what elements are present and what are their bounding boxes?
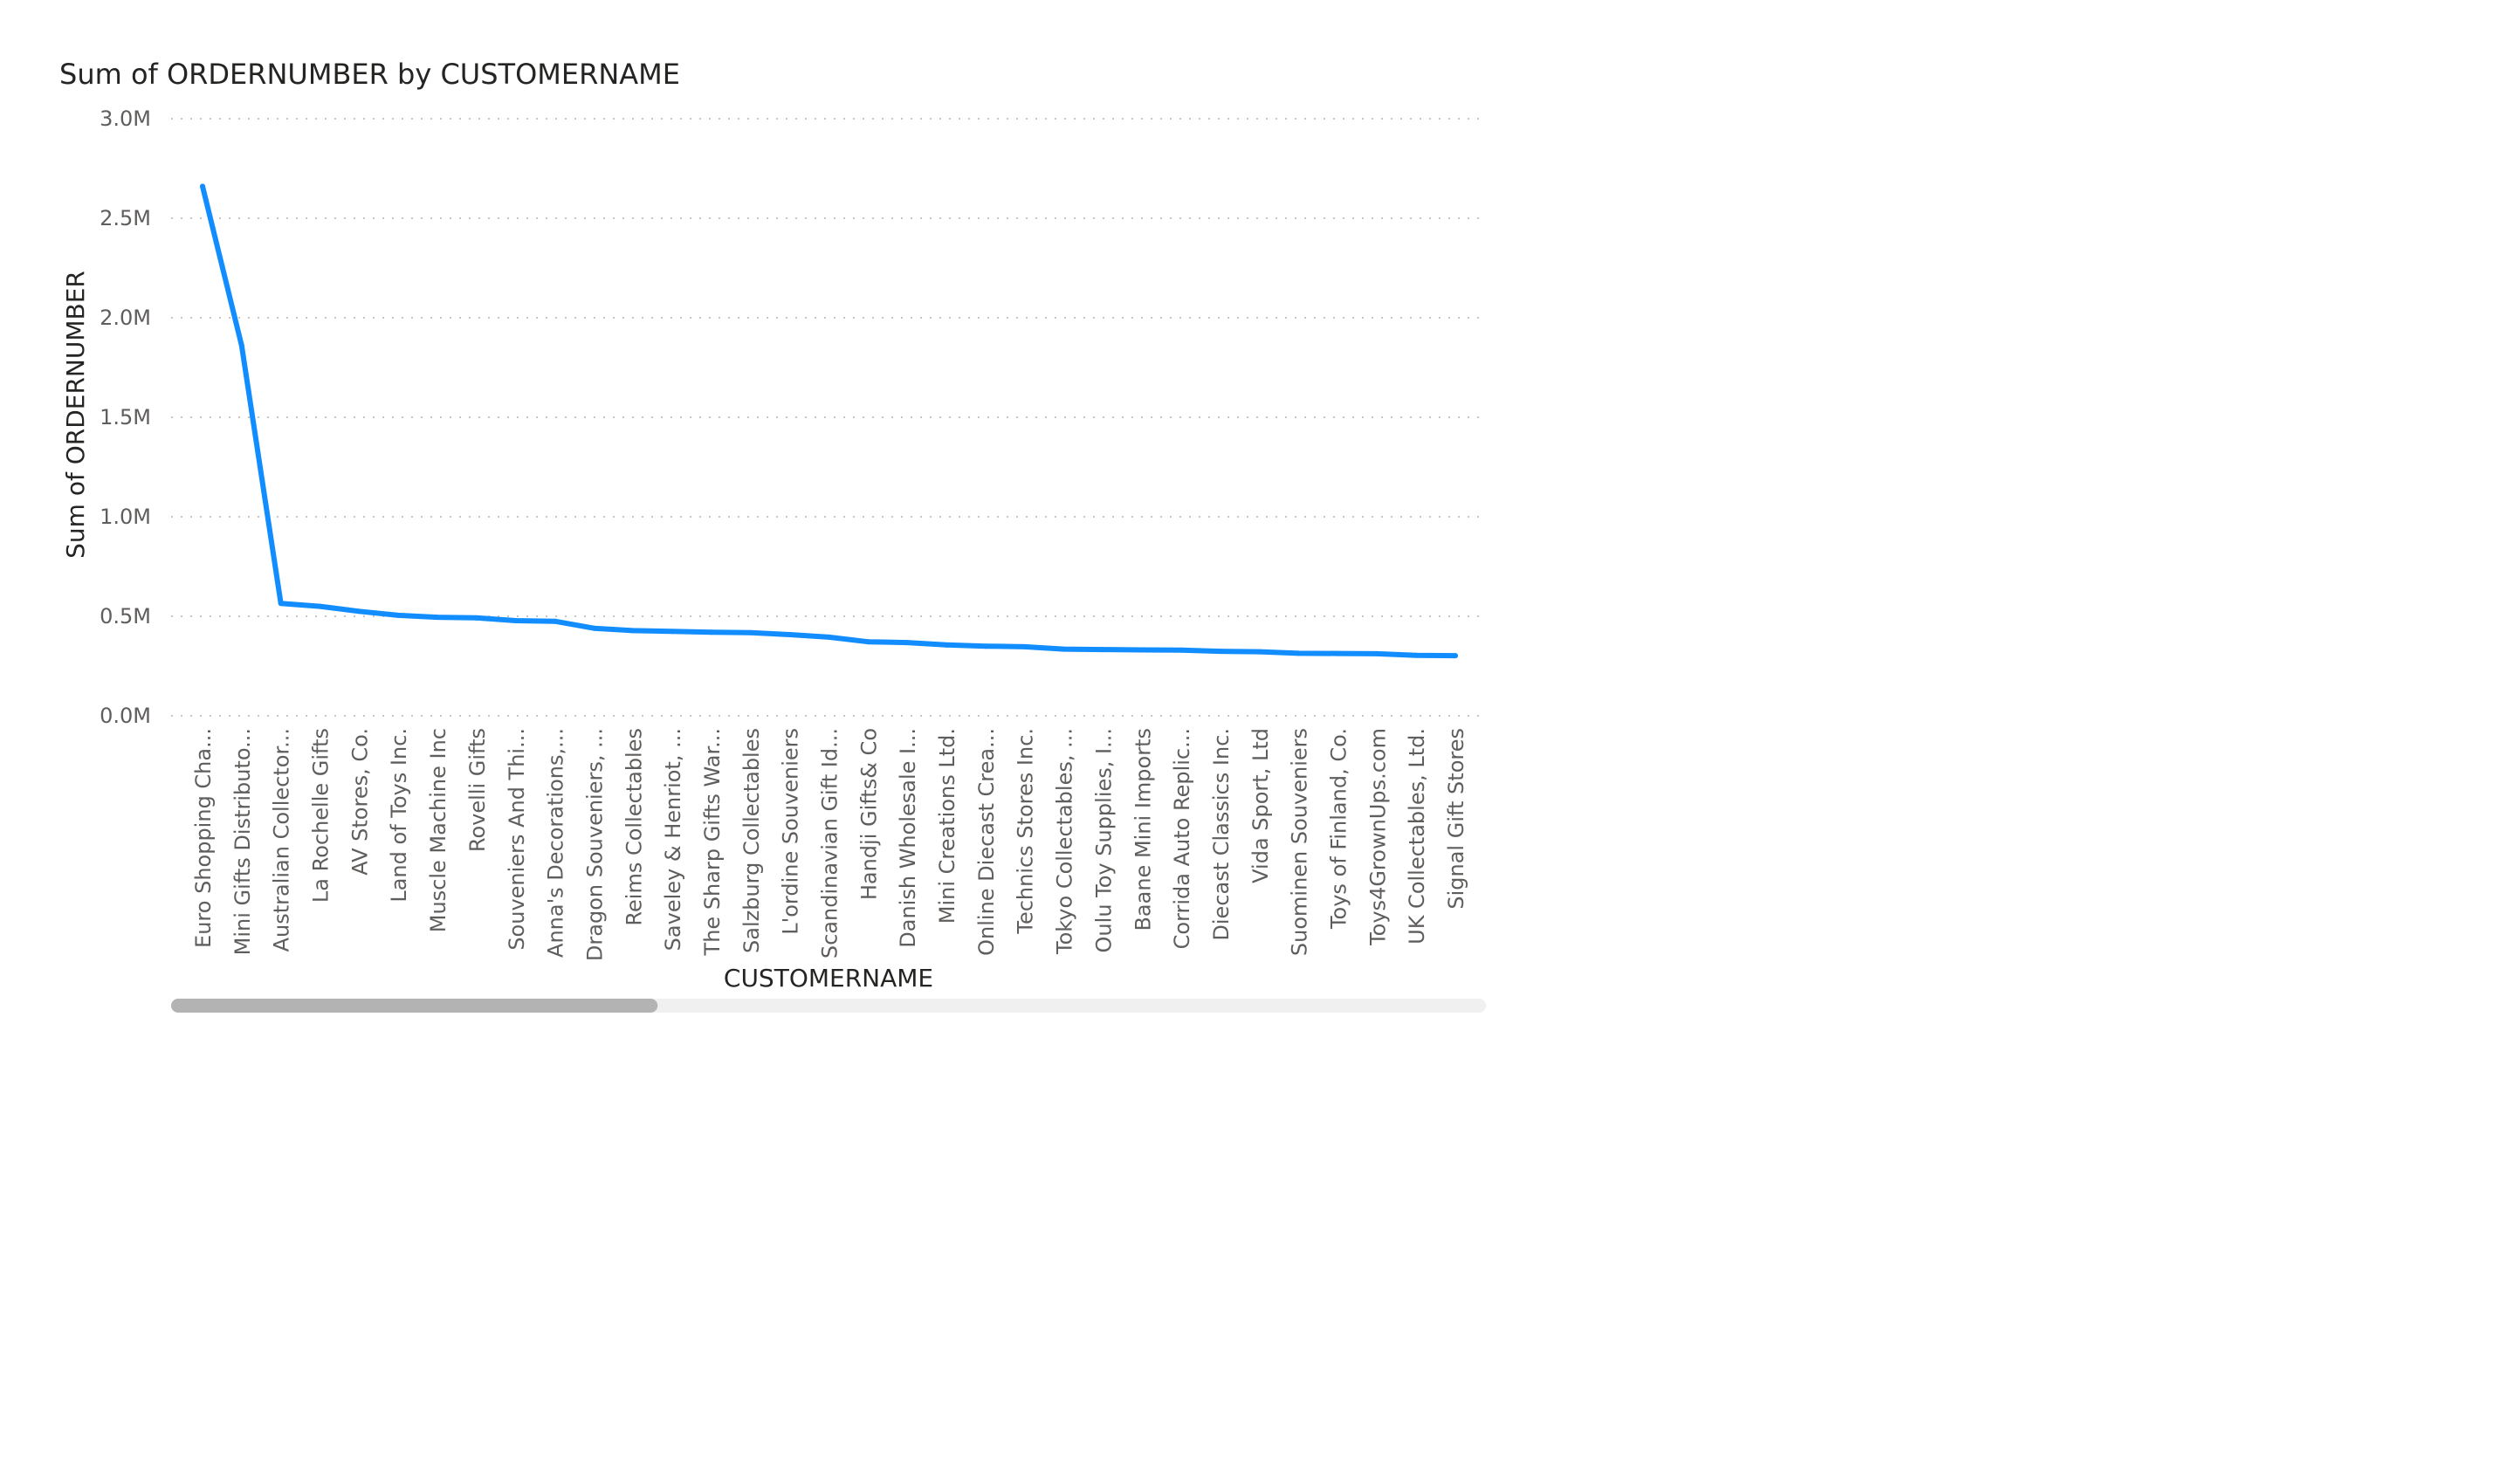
data-point[interactable] xyxy=(826,634,832,640)
x-tick-label: Baane Mini Imports xyxy=(1131,728,1155,931)
x-tick-label: Danish Wholesale I... xyxy=(896,728,920,948)
x-tick-label: Suominen Souveniers xyxy=(1288,728,1312,956)
data-point[interactable] xyxy=(1139,647,1145,653)
data-point[interactable] xyxy=(1335,650,1341,656)
x-tick-label: La Rochelle Gifts xyxy=(309,728,334,903)
x-tick-label: L'ordine Souveniers xyxy=(779,728,803,935)
data-point[interactable] xyxy=(708,629,714,636)
data-point[interactable] xyxy=(1413,652,1420,658)
data-point[interactable] xyxy=(278,601,284,607)
x-tick-label: Vida Sport, Ltd xyxy=(1248,728,1273,883)
y-tick-label: 2.5M xyxy=(100,206,151,230)
x-tick-label: Toys of Finland, Co. xyxy=(1326,728,1351,930)
x-tick-label: The Sharp Gifts War... xyxy=(700,728,725,956)
data-point[interactable] xyxy=(200,183,205,189)
y-axis-ticks: 0.0M 0.5M 1.0M 1.5M 2.0M 2.5M 3.0M xyxy=(100,106,151,728)
series-layer xyxy=(200,183,1458,659)
y-axis-title: Sum of ORDERNUMBER xyxy=(61,271,90,559)
x-tick-label: Reims Collectables xyxy=(622,728,646,926)
y-tick-label: 1.0M xyxy=(100,505,151,529)
data-point[interactable] xyxy=(1256,649,1262,655)
data-point[interactable] xyxy=(865,639,871,645)
x-tick-label: Diecast Classics Inc. xyxy=(1209,728,1234,941)
x-tick-label: Mini Gifts Distributo... xyxy=(230,728,255,955)
gridlines xyxy=(171,118,1486,717)
x-tick-label: Technics Stores Inc. xyxy=(1014,728,1038,935)
x-axis-title: CUSTOMERNAME xyxy=(724,964,933,993)
data-point[interactable] xyxy=(630,628,636,634)
x-tick-label: Dragon Souveniers, ... xyxy=(582,728,607,961)
x-tick-label: Anna's Decorations,... xyxy=(544,728,568,958)
series-line xyxy=(200,183,1458,659)
x-tick-label: Signal Gift Stores xyxy=(1444,728,1468,910)
x-tick-label: Saveley & Henriot, ... xyxy=(661,728,685,951)
x-tick-label: AV Stores, Co. xyxy=(347,728,372,876)
data-point[interactable] xyxy=(395,612,402,618)
x-tick-label: Online Diecast Crea... xyxy=(974,728,999,956)
scrollbar-thumb[interactable] xyxy=(171,999,658,1013)
x-tick-label: Mini Creations Ltd. xyxy=(935,728,959,924)
x-tick-label: Rovelli Gifts xyxy=(465,728,490,852)
x-tick-label: Salzburg Collectables xyxy=(739,728,764,953)
x-tick-label: Scandinavian Gift Id... xyxy=(818,728,842,958)
chart-title: Sum of ORDERNUMBER by CUSTOMERNAME xyxy=(59,58,680,91)
data-point[interactable] xyxy=(1296,650,1302,656)
y-tick-label: 1.5M xyxy=(100,405,151,429)
data-point[interactable] xyxy=(982,643,988,649)
data-point[interactable] xyxy=(591,625,597,631)
data-point[interactable] xyxy=(1217,649,1223,655)
x-tick-label: Toys4GrownUps.com xyxy=(1365,728,1390,946)
data-point[interactable] xyxy=(1453,653,1458,659)
x-tick-label: Souveniers And Thi... xyxy=(505,728,529,951)
data-point[interactable] xyxy=(1179,647,1185,653)
data-point[interactable] xyxy=(1100,647,1106,653)
x-tick-label: Oulu Toy Supplies, I... xyxy=(1091,728,1116,952)
data-point[interactable] xyxy=(747,629,753,636)
x-tick-label: Tokyo Collectables, ... xyxy=(1053,728,1077,955)
data-point[interactable] xyxy=(944,642,950,648)
data-point[interactable] xyxy=(435,615,441,621)
y-tick-label: 0.0M xyxy=(100,704,151,728)
data-point[interactable] xyxy=(1021,643,1028,649)
data-point[interactable] xyxy=(238,342,244,348)
data-point[interactable] xyxy=(356,608,362,615)
data-point[interactable] xyxy=(512,618,519,624)
x-tick-label: Euro Shopping Cha... xyxy=(191,728,216,948)
data-point[interactable] xyxy=(317,603,323,609)
data-point[interactable] xyxy=(1061,646,1067,652)
y-tick-label: 2.0M xyxy=(100,306,151,330)
data-point[interactable] xyxy=(473,615,479,621)
data-point[interactable] xyxy=(787,631,793,637)
horizontal-scrollbar[interactable] xyxy=(171,999,1486,1013)
data-point[interactable] xyxy=(670,629,676,635)
data-point[interactable] xyxy=(552,618,558,624)
x-tick-label: Corrida Auto Replic... xyxy=(1170,728,1194,949)
x-axis-ticks: Euro Shopping Cha... Mini Gifts Distribut… xyxy=(191,728,1468,961)
y-tick-label: 0.5M xyxy=(100,604,151,629)
x-tick-label: UK Collectables, Ltd. xyxy=(1405,728,1429,945)
data-point[interactable] xyxy=(1374,650,1380,656)
y-tick-label: 3.0M xyxy=(100,106,151,131)
x-tick-label: Land of Toys Inc. xyxy=(387,728,411,903)
x-tick-label: Handji Gifts& Co xyxy=(856,728,881,900)
x-tick-label: Australian Collector... xyxy=(270,728,294,952)
data-point[interactable] xyxy=(904,640,911,646)
x-tick-label: Muscle Machine Inc xyxy=(426,728,450,932)
